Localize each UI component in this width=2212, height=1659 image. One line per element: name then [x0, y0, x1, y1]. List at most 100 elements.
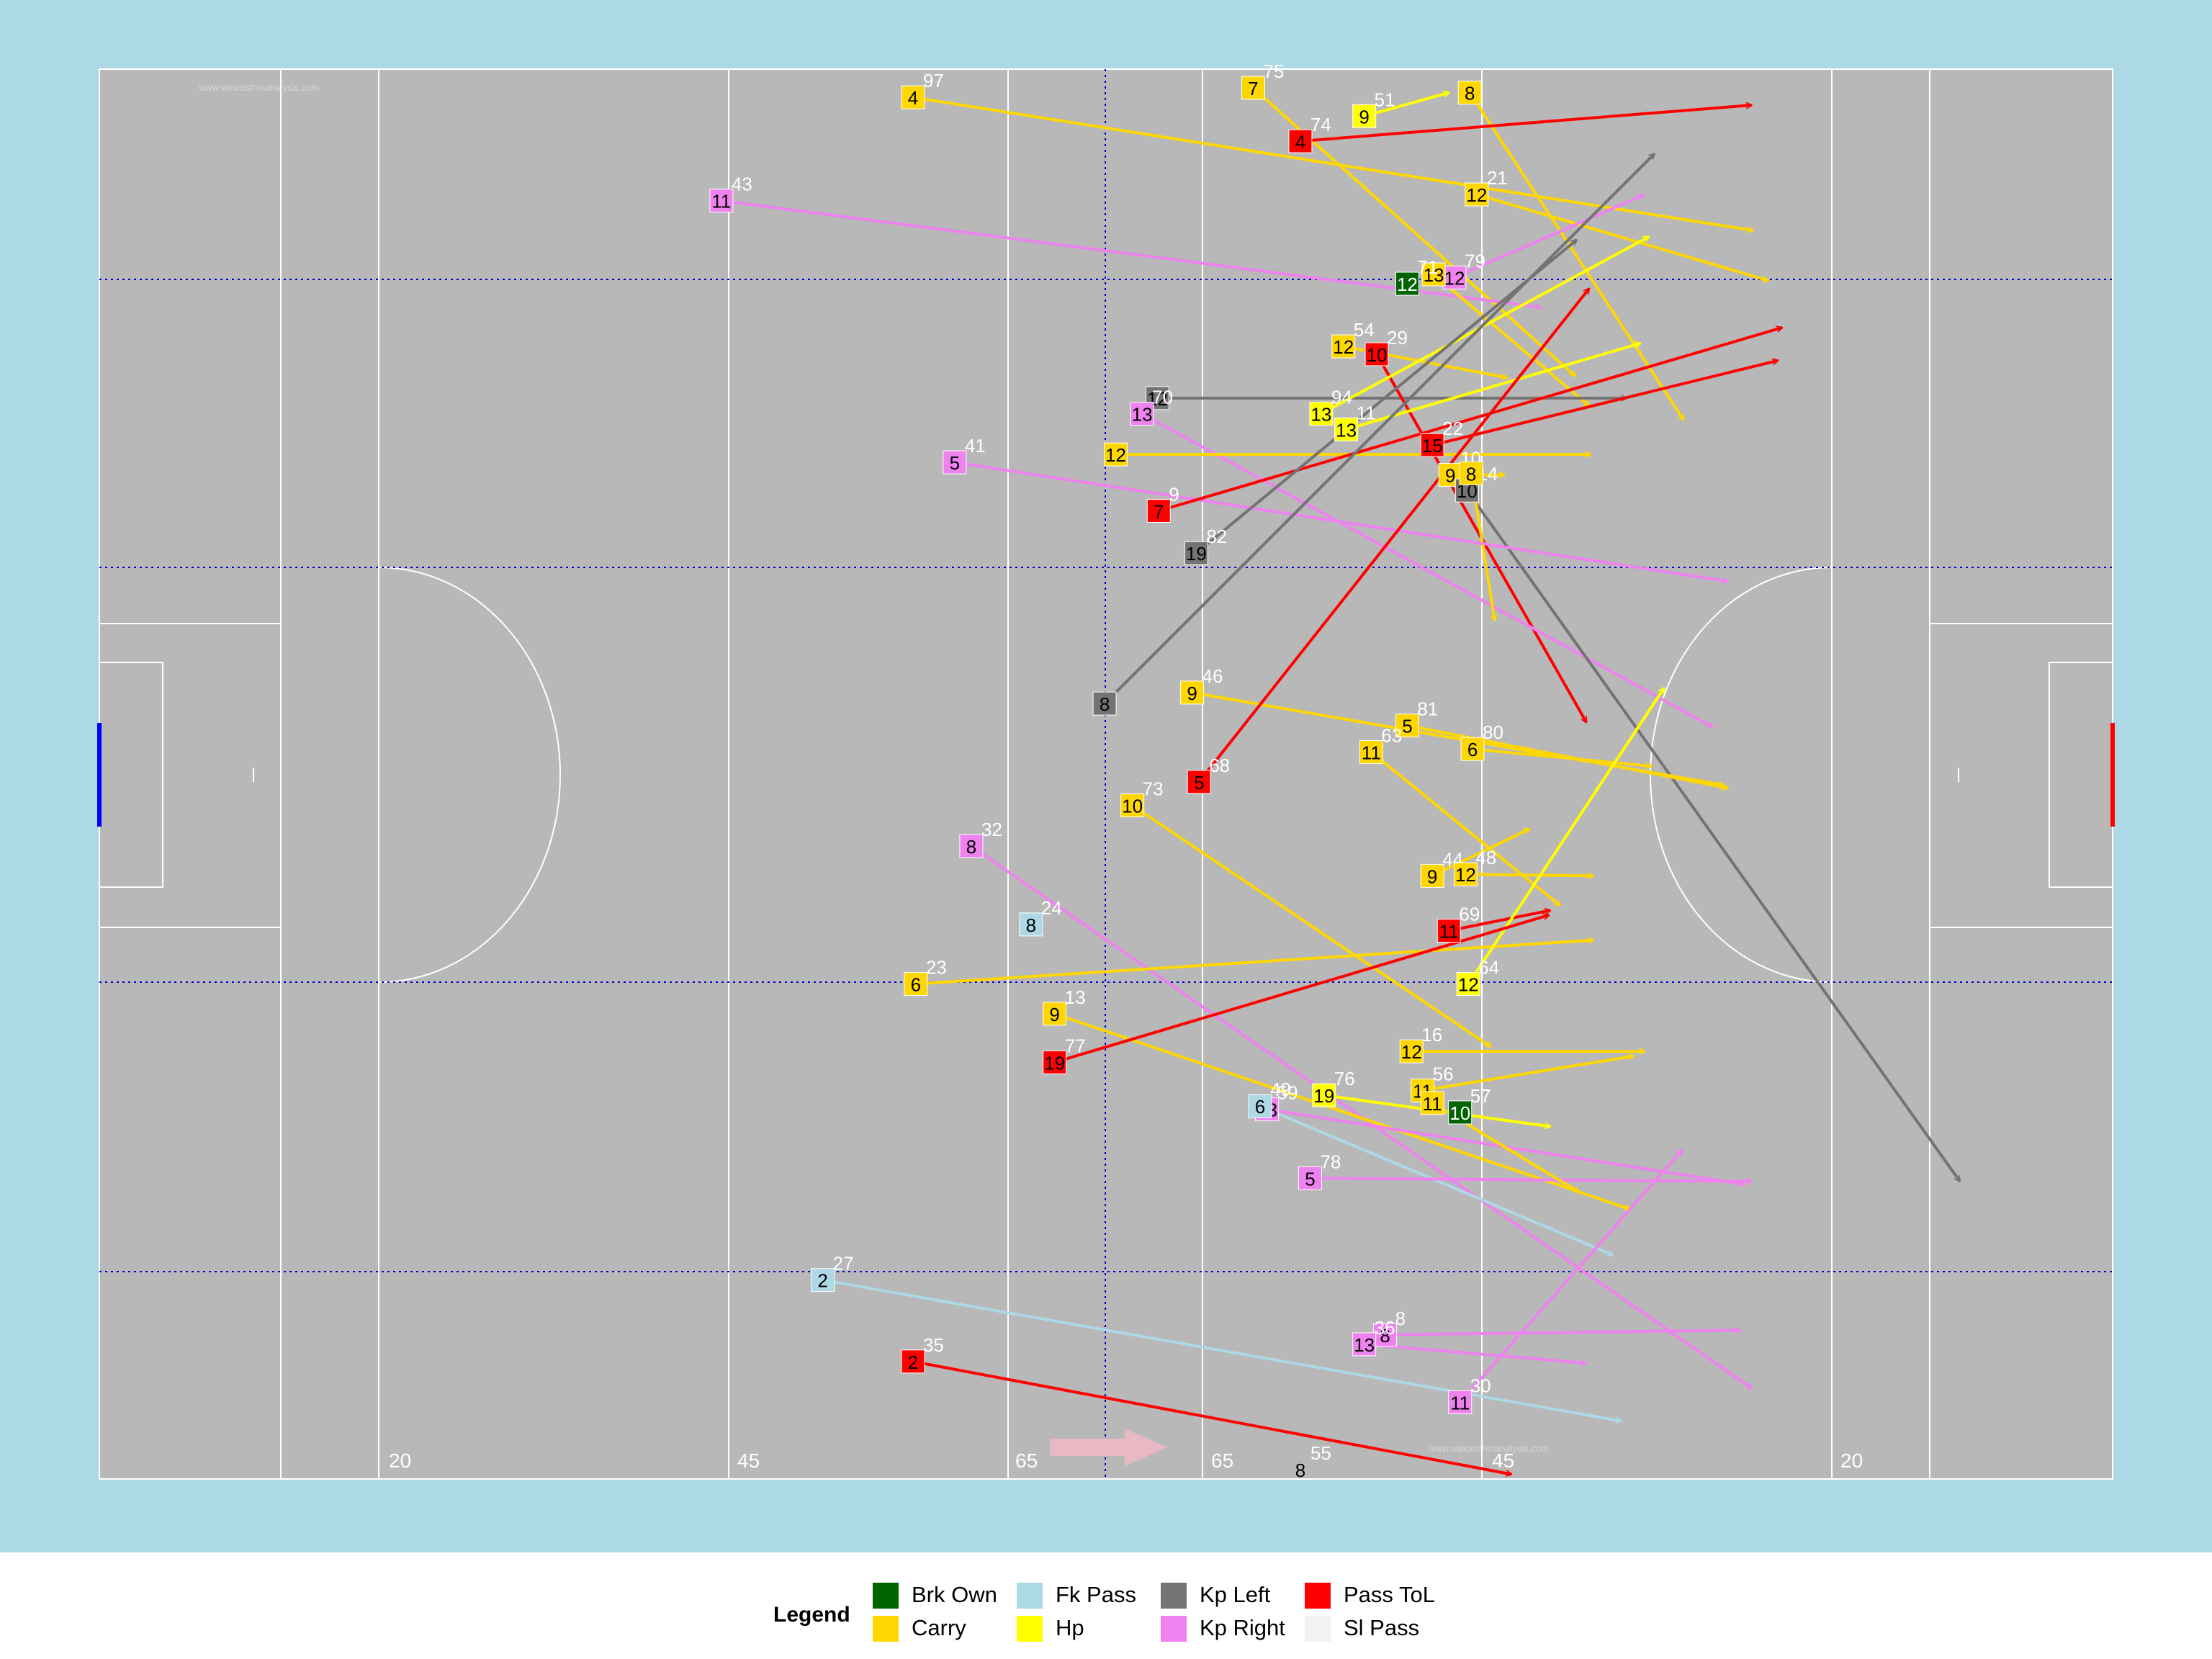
marker-square — [1352, 1332, 1377, 1357]
marker-square — [1288, 129, 1313, 153]
marker-square — [1448, 1100, 1473, 1125]
player-number: 11 — [1439, 921, 1459, 943]
event-marker: 13 — [1421, 262, 1446, 287]
player-number: 8 — [1466, 463, 1476, 485]
marker-square — [1421, 262, 1446, 287]
event-arrow — [1346, 343, 1641, 431]
legend-label: Kp Right — [1200, 1615, 1285, 1640]
marker-square — [1442, 265, 1467, 289]
event-minute: 51 — [1375, 89, 1395, 110]
event-marker: 79 — [1146, 484, 1179, 523]
player-number: 9 — [1359, 106, 1369, 127]
event-arrow — [1465, 490, 1961, 1181]
player-number: 4 — [1295, 131, 1305, 153]
event-minute: 23 — [926, 957, 947, 979]
event-minute: 48 — [1475, 847, 1496, 868]
event-arrow — [1448, 910, 1550, 932]
legend-swatch — [873, 1616, 899, 1642]
event-minute: 97 — [923, 70, 944, 91]
player-number: 7 — [1248, 78, 1258, 99]
event-arrow — [1459, 1150, 1683, 1403]
player-number: 6 — [1255, 1096, 1265, 1118]
legend-swatch — [1305, 1616, 1331, 1642]
marker-square — [1298, 1166, 1322, 1190]
event-minute: 30 — [1470, 1375, 1491, 1396]
event-arrow — [822, 1278, 1622, 1421]
marker-square — [1399, 1039, 1424, 1064]
player-number: 8 — [1100, 693, 1110, 715]
event-arrow — [1465, 874, 1593, 876]
legend-label: Fk Pass — [1056, 1582, 1136, 1607]
event-arrow — [912, 1359, 1511, 1475]
event-minute: 49 — [1270, 1079, 1291, 1100]
event-arrow — [1131, 804, 1491, 1048]
event-marker: 541 — [943, 435, 986, 475]
marker-square — [1453, 862, 1478, 886]
marker-square — [1448, 1390, 1473, 1414]
event-minute: 78 — [1320, 1151, 1341, 1172]
event-minute: 76 — [1334, 1068, 1355, 1089]
event-arrow — [1158, 328, 1782, 513]
zone-guides — [99, 69, 2113, 1479]
marker-square — [811, 1268, 835, 1292]
event-marker: 8 — [1092, 691, 1117, 716]
legend-label: Pass ToL — [1344, 1582, 1435, 1607]
player-number: 19 — [1186, 543, 1207, 565]
marker-square — [1359, 740, 1383, 765]
event-marker: 8 — [1457, 81, 1482, 105]
event-arrow — [1364, 93, 1449, 118]
arc-right — [1650, 567, 1833, 983]
marker-square — [901, 1349, 925, 1374]
event-arrow — [1141, 412, 1713, 729]
event-arrow — [954, 461, 1728, 581]
event-minute: 35 — [923, 1334, 944, 1356]
legend-label: Sl Pass — [1344, 1615, 1420, 1640]
event-arrow — [1431, 827, 1529, 878]
marker-square — [1248, 1094, 1272, 1118]
event-minute: 11 — [1357, 402, 1376, 423]
player-number: 10 — [1367, 344, 1388, 366]
arc-left — [378, 567, 561, 983]
event-minute: 69 — [1459, 904, 1480, 925]
event-arrow — [1385, 1330, 1741, 1336]
event-minute: 13 — [1065, 986, 1086, 1008]
event-marker: 9 13 — [1043, 986, 1086, 1026]
marker-square — [1103, 442, 1128, 467]
event-minute: 77 — [1065, 1035, 1086, 1056]
event-arrow — [1454, 193, 1645, 279]
event-minute: 59 — [1277, 1082, 1298, 1104]
event-marker: 9 51 — [1352, 89, 1395, 128]
marker-square — [1459, 461, 1483, 485]
player-number: 2 — [817, 1270, 827, 1292]
event-marker: 88 — [1373, 1308, 1406, 1347]
player-number: 12 — [1444, 267, 1465, 289]
distance-label: 45 — [1492, 1449, 1514, 1472]
event-marker: 680 — [1460, 721, 1503, 761]
event-arrow — [1370, 750, 1560, 906]
event-arrow — [1472, 747, 1652, 766]
marker-square — [1420, 1091, 1444, 1115]
event-minute: 46 — [1202, 665, 1223, 687]
event-minute: 63 — [1381, 725, 1402, 747]
marker-square — [1312, 1083, 1336, 1107]
event-marker: 946 — [1180, 665, 1223, 705]
event-arrow — [1431, 361, 1778, 447]
player-number: 4 — [908, 87, 918, 109]
legend: Legend Brk Own Carry Fk Pass Hp Kp Left Kp Ri… — [773, 1580, 1450, 1652]
event-marker: 649 — [1248, 1079, 1291, 1118]
event-arrow — [915, 940, 1593, 986]
event-minute: 82 — [1206, 526, 1227, 547]
player-number: 8 — [1026, 914, 1036, 936]
player-number: 15 — [1422, 435, 1443, 457]
marker-square — [943, 450, 967, 475]
marker-square — [1120, 793, 1145, 818]
